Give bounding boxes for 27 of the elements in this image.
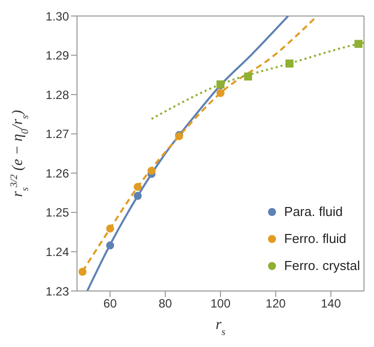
point	[78, 268, 87, 276]
legend-label: Ferro. fluid	[284, 231, 346, 246]
point	[244, 72, 252, 80]
legend-label: Ferro. crystal	[284, 258, 360, 273]
y-tick-label: 1.27	[46, 127, 70, 142]
x-tick-label: 60	[103, 296, 118, 311]
y-tick-label: 1.28	[46, 88, 70, 102]
y-tick-label: 1.25	[46, 206, 70, 220]
x-axis-title: r$_{s}$	[216, 317, 226, 338]
y-tick-label: 1.26	[46, 166, 70, 180]
point	[106, 241, 114, 250]
point	[354, 40, 362, 48]
point	[148, 166, 156, 175]
point	[134, 182, 142, 191]
x-tick-label: 140	[320, 296, 342, 311]
x-tick-label: 80	[158, 296, 172, 311]
point	[106, 224, 114, 233]
y-tick-label: 1.30	[46, 9, 70, 24]
legend-label: Para. fluid	[284, 204, 343, 219]
x-tick-label: 120	[266, 296, 286, 311]
x-tick-label: 100	[210, 296, 231, 311]
point	[134, 192, 142, 200]
y-tick-label: 1.24	[46, 244, 70, 259]
y-tick-label: 1.29	[46, 48, 70, 63]
point	[285, 60, 294, 68]
y-tick-label: 1.23	[46, 284, 70, 298]
point	[216, 89, 224, 97]
